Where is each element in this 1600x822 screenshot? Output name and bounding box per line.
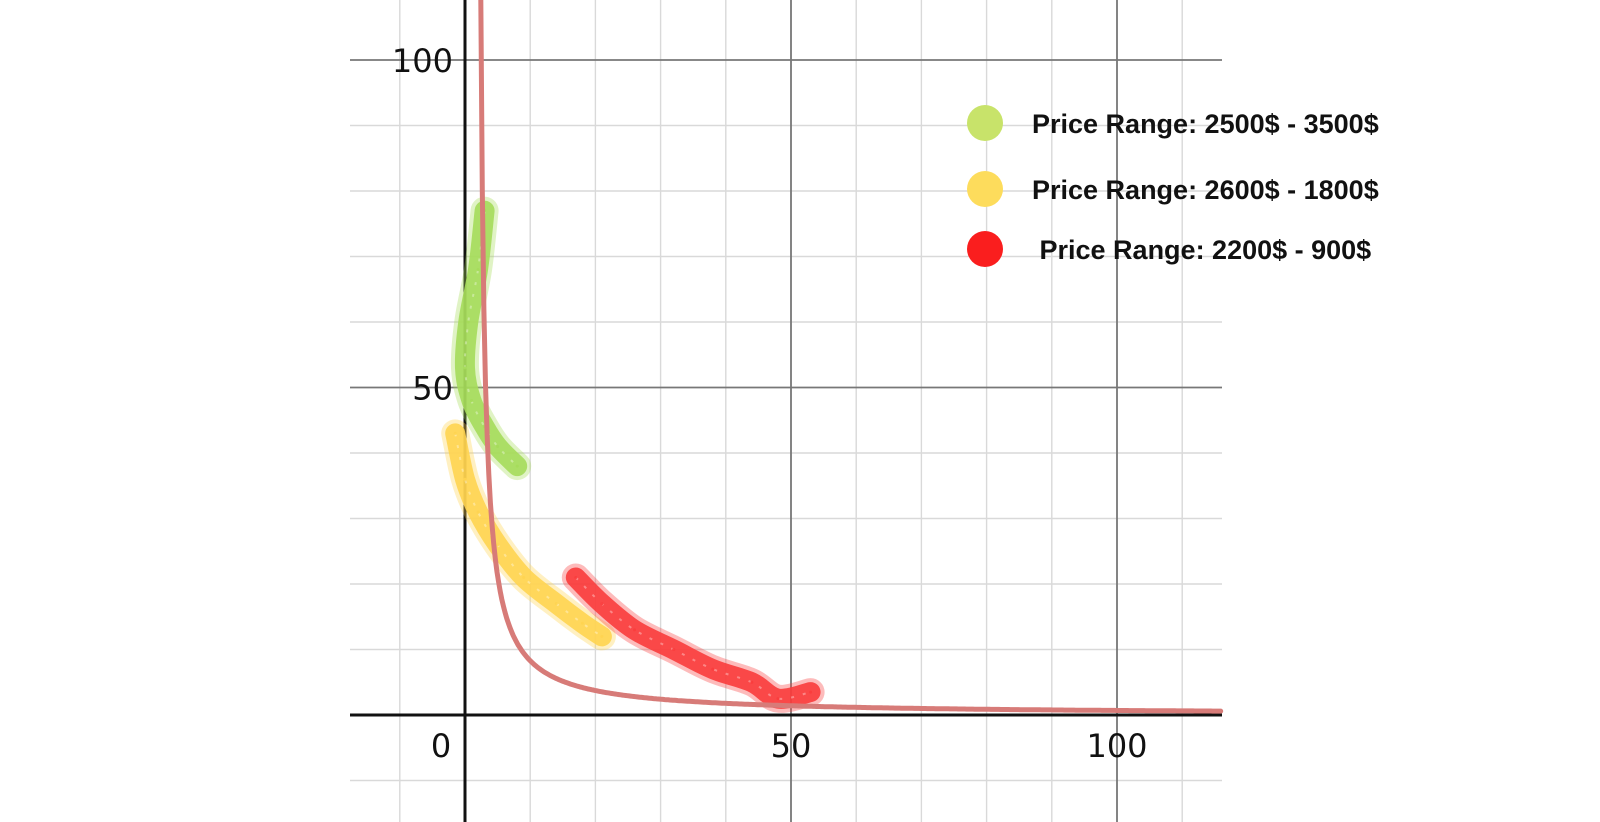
x-tick-label: 50 bbox=[771, 727, 812, 765]
tick-labels: 0 50 100 50 100 bbox=[392, 42, 1148, 765]
series-point bbox=[463, 477, 467, 481]
legend-swatch bbox=[967, 171, 1003, 207]
legend-label: Price Range: 2200$ - 900$ bbox=[1032, 235, 1371, 265]
series-point bbox=[522, 575, 526, 579]
series-stroke-body bbox=[565, 567, 821, 709]
series-point bbox=[750, 680, 754, 684]
x-tick-label: 100 bbox=[1086, 727, 1147, 765]
series-point bbox=[466, 320, 470, 324]
series-stroke-body bbox=[445, 423, 612, 647]
y-tick-label: 50 bbox=[412, 370, 453, 408]
legend-swatch bbox=[967, 231, 1003, 267]
legend-entry: Price Range: 2500$ - 3500$ bbox=[967, 105, 1379, 141]
y-tick-label: 100 bbox=[392, 42, 453, 80]
major-gridlines bbox=[350, 0, 1222, 822]
series-point bbox=[580, 621, 584, 625]
series-point bbox=[633, 628, 637, 632]
legend-entry: Price Range: 2600$ - 1800$ bbox=[967, 171, 1379, 207]
series-stroke-texture bbox=[575, 576, 811, 700]
trend-curve bbox=[478, 0, 1224, 714]
minor-gridlines bbox=[350, 0, 1222, 822]
series-point bbox=[476, 268, 480, 272]
series-point bbox=[496, 543, 500, 547]
series-stroke-3 bbox=[561, 563, 825, 713]
trend-curve-line bbox=[478, 0, 1224, 714]
data-strokes bbox=[441, 196, 825, 713]
series-stroke-body bbox=[454, 200, 528, 477]
series-point bbox=[463, 366, 467, 370]
series-stroke-texture bbox=[454, 433, 603, 638]
series-point bbox=[600, 634, 604, 638]
series-point bbox=[453, 431, 457, 435]
series-stroke-2 bbox=[441, 419, 616, 651]
legend-label: Price Range: 2600$ - 1800$ bbox=[1032, 175, 1379, 205]
series-point bbox=[672, 648, 676, 651]
series-point bbox=[496, 444, 500, 448]
series-point bbox=[600, 602, 604, 606]
series-point bbox=[476, 510, 480, 514]
legend: Price Range: 2500$ - 3500$ Price Range: 2… bbox=[967, 105, 1379, 267]
series-point bbox=[470, 399, 474, 403]
legend-label: Price Range: 2500$ - 3500$ bbox=[1032, 109, 1379, 139]
series-point bbox=[809, 690, 813, 694]
series-point bbox=[711, 667, 715, 671]
series-point bbox=[574, 575, 578, 579]
series-point bbox=[776, 697, 780, 701]
series-point bbox=[554, 602, 558, 606]
legend-entry: Price Range: 2200$ - 900$ bbox=[967, 231, 1371, 267]
x-tick-label: 0 bbox=[431, 727, 451, 765]
legend-swatch bbox=[967, 105, 1003, 141]
series-point bbox=[515, 464, 519, 468]
series-stroke-1 bbox=[450, 196, 532, 481]
